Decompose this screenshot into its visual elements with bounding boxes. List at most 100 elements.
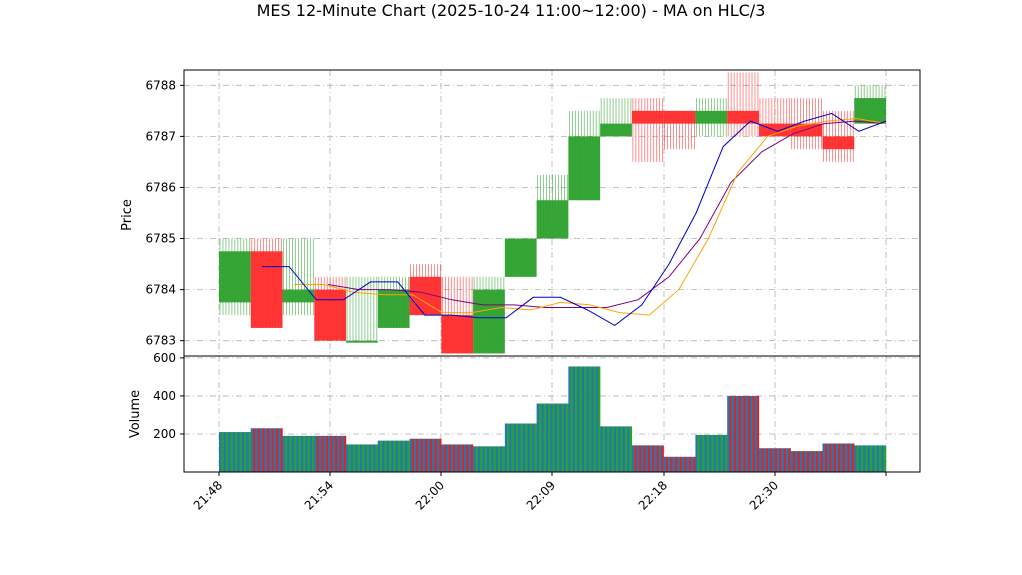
volume-stripe bbox=[366, 444, 369, 472]
volume-stripe bbox=[645, 445, 648, 472]
volume-stripe bbox=[652, 445, 655, 472]
up-candle bbox=[536, 174, 569, 239]
volume-bar bbox=[473, 446, 506, 472]
volume-stripe bbox=[439, 438, 442, 472]
volume-stripe bbox=[720, 434, 723, 472]
volume-stripe bbox=[473, 446, 476, 472]
volume-stripe bbox=[416, 438, 419, 472]
volume-stripe bbox=[822, 443, 825, 472]
volume-stripe bbox=[371, 444, 374, 472]
ma-mid-line bbox=[294, 117, 887, 316]
volume-tick-label: 200 bbox=[153, 427, 176, 441]
volume-stripe bbox=[581, 366, 585, 472]
volume-stripe bbox=[466, 444, 469, 472]
down-candle bbox=[663, 110, 696, 150]
volume-stripe bbox=[690, 456, 694, 472]
volume-stripe bbox=[550, 403, 553, 472]
volume-axis-label: Volume bbox=[128, 390, 143, 438]
volume-stripe bbox=[239, 432, 242, 472]
volume-stripe bbox=[833, 443, 837, 472]
volume-stripe bbox=[670, 456, 673, 472]
volume-stripe bbox=[627, 426, 630, 472]
volume-stripe bbox=[495, 446, 499, 472]
volume-stripe bbox=[536, 403, 540, 472]
volume-stripe bbox=[738, 395, 742, 472]
volume-stripe bbox=[457, 444, 460, 472]
up-candle bbox=[854, 85, 886, 124]
volume-stripe bbox=[284, 435, 288, 472]
volume-stripe bbox=[323, 435, 326, 472]
volume-stripe bbox=[332, 435, 335, 472]
volume-stripe bbox=[790, 451, 794, 472]
volume-stripe bbox=[491, 446, 494, 472]
volume-stripe bbox=[570, 366, 574, 472]
volume-stripe bbox=[709, 434, 712, 472]
volume-stripe bbox=[849, 443, 853, 472]
volume-stripe bbox=[241, 432, 245, 472]
up-candle bbox=[504, 238, 537, 277]
volume-stripe bbox=[273, 428, 276, 472]
volume-stripe bbox=[234, 432, 238, 472]
volume-stripe bbox=[561, 403, 565, 472]
time-tick-label: 21:48 bbox=[191, 478, 225, 512]
volume-stripe bbox=[409, 438, 413, 472]
volume-stripe bbox=[781, 448, 785, 472]
volume-stripe bbox=[779, 448, 782, 472]
volume-stripe bbox=[529, 423, 533, 472]
volume-stripe bbox=[606, 426, 610, 472]
volume-stripe bbox=[255, 428, 258, 472]
volume-stripe bbox=[262, 428, 265, 472]
volume-stripe bbox=[588, 366, 592, 472]
volume-stripe bbox=[448, 444, 451, 472]
volume-stripe bbox=[867, 445, 871, 472]
volume-stripe bbox=[697, 434, 701, 472]
volume-stripe bbox=[752, 395, 755, 472]
volume-stripe bbox=[545, 403, 549, 472]
volume-stripe bbox=[300, 435, 304, 472]
volume-stripe bbox=[611, 426, 614, 472]
volume-stripe bbox=[643, 445, 646, 472]
volume-stripe bbox=[851, 443, 855, 472]
volume-stripe bbox=[246, 432, 249, 472]
volume-stripe bbox=[625, 426, 628, 472]
volume-stripe bbox=[715, 434, 719, 472]
volume-stripe bbox=[827, 443, 830, 472]
volume-stripe bbox=[593, 366, 596, 472]
volume-stripe bbox=[291, 435, 295, 472]
up-candle bbox=[377, 276, 410, 328]
time-axis: 21:48 21:54 22:00 22:09 22:18 22:30 bbox=[191, 472, 887, 513]
volume-stripe bbox=[758, 448, 762, 472]
volume-stripe bbox=[470, 444, 474, 472]
volume-stripe bbox=[831, 443, 835, 472]
volume-stripe bbox=[511, 423, 515, 472]
volume-stripe bbox=[318, 435, 322, 472]
volume-stripe bbox=[327, 435, 331, 472]
candle-body bbox=[346, 340, 378, 343]
volume-stripe bbox=[729, 395, 732, 472]
volume-stripe bbox=[445, 444, 449, 472]
volume-stripe bbox=[591, 366, 594, 472]
volume-stripe bbox=[282, 435, 285, 472]
volume-stripe bbox=[847, 443, 850, 472]
volume-stripe bbox=[452, 444, 456, 472]
volume-stripe bbox=[339, 435, 342, 472]
volume-stripe bbox=[845, 443, 848, 472]
volume-stripe bbox=[640, 445, 644, 472]
volume-stripe bbox=[881, 445, 884, 472]
volume-stripe bbox=[686, 456, 689, 472]
up-candle bbox=[473, 276, 505, 354]
volume-stripe bbox=[527, 423, 531, 472]
candle-body bbox=[536, 200, 569, 239]
volume-stripe bbox=[296, 435, 299, 472]
candle-body bbox=[377, 289, 410, 328]
candle-body bbox=[250, 251, 283, 328]
volume-stripe bbox=[348, 444, 351, 472]
volume-stripe bbox=[604, 426, 608, 472]
volume-stripe bbox=[375, 444, 379, 472]
volume-stripe bbox=[665, 456, 669, 472]
volume-stripe bbox=[359, 444, 363, 472]
volume-stripe bbox=[509, 423, 512, 472]
volume-stripe bbox=[668, 456, 671, 472]
volume-bar bbox=[695, 434, 728, 472]
